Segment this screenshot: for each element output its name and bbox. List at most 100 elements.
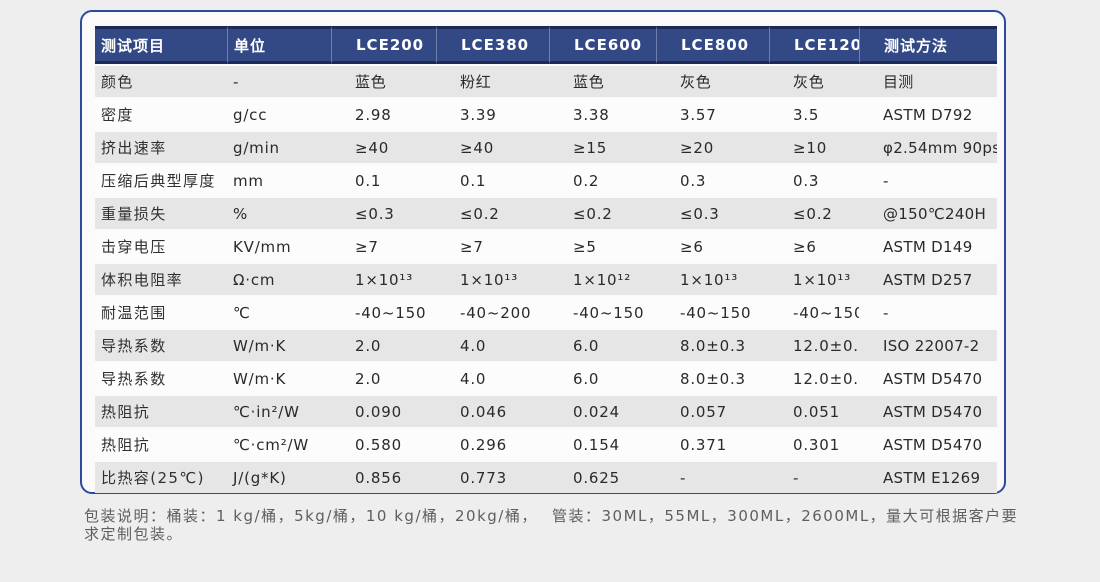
table-cell: 0.051 — [769, 396, 859, 427]
table-row: 耐温范围 ℃ -40~150 -40~200 -40~150 -40~150 -40~150… — [95, 297, 997, 328]
table-cell: ℃·in²/W — [227, 396, 331, 427]
table-cell: 1×10¹³ — [331, 264, 436, 295]
table-cell: 2.98 — [331, 99, 436, 130]
table-cell: ASTM D257 — [859, 264, 997, 295]
table-cell: 比热容(25℃) — [95, 462, 227, 493]
table-cell: 1×10¹³ — [436, 264, 549, 295]
table-cell: 6.0 — [549, 330, 656, 361]
table-cell: ASTM E1269 — [859, 462, 997, 493]
column-header: LCE800 — [656, 26, 769, 64]
table-cell: - — [859, 165, 997, 196]
table-cell: ≥6 — [769, 231, 859, 262]
table-cell: 4.0 — [436, 330, 549, 361]
table-cell: 2.0 — [331, 363, 436, 394]
table-cell: -40~150 — [549, 297, 656, 328]
table-cell: 4.0 — [436, 363, 549, 394]
table-cell: - — [227, 66, 331, 97]
table-row: 压缩后典型厚度 mm 0.1 0.1 0.2 0.3 0.3- — [95, 165, 997, 196]
column-header: LCE600 — [549, 26, 656, 64]
table-cell: W/m·K — [227, 330, 331, 361]
table-cell: 导热系数 — [95, 330, 227, 361]
table-cell: 导热系数 — [95, 363, 227, 394]
table-cell: 1×10¹³ — [656, 264, 769, 295]
table-cell: 1×10¹³ — [769, 264, 859, 295]
table-cell: ≤0.3 — [331, 198, 436, 229]
table-cell: 0.090 — [331, 396, 436, 427]
table-cell: 12.0±0.5 — [769, 330, 859, 361]
table-cell: - — [859, 297, 997, 328]
column-header: LCE1200 — [769, 26, 859, 64]
table-cell: ≥5 — [549, 231, 656, 262]
table-cell: 0.057 — [656, 396, 769, 427]
table-cell: 热阻抗 — [95, 429, 227, 460]
table-cell: ASTM D792 — [859, 99, 997, 130]
table-cell: ℃ — [227, 297, 331, 328]
table-cell: 0.773 — [436, 462, 549, 493]
table-cell: 目测 — [859, 66, 997, 97]
table-cell: ASTM D149 — [859, 231, 997, 262]
table-cell: -40~200 — [436, 297, 549, 328]
table-cell: 0.625 — [549, 462, 656, 493]
table-cell: 0.154 — [549, 429, 656, 460]
table-cell: 3.57 — [656, 99, 769, 130]
table-cell: 0.3 — [656, 165, 769, 196]
table-cell: 8.0±0.3 — [656, 363, 769, 394]
table-cell: 体积电阻率 — [95, 264, 227, 295]
column-header: 单位 — [227, 26, 331, 64]
table-cell: ≥6 — [656, 231, 769, 262]
column-header: LCE380 — [436, 26, 549, 64]
table-cell: 0.371 — [656, 429, 769, 460]
table-row: 密度 g/cc 2.98 3.39 3.38 3.57 3.5 ASTM D792 — [95, 99, 997, 130]
table-row: 击穿电压 KV/mm ≥7 ≥7 ≥5 ≥6 ≥6 ASTM D149 — [95, 231, 997, 262]
table-cell: W/m·K — [227, 363, 331, 394]
table-cell: 0.3 — [769, 165, 859, 196]
table-cell: 粉红 — [436, 66, 549, 97]
table-cell: 0.1 — [436, 165, 549, 196]
table-cell: 3.38 — [549, 99, 656, 130]
table-cell: ≥15 — [549, 132, 656, 163]
table-row: 挤出速率 g/min ≥40 ≥40 ≥15 ≥20 ≥10 φ2.54mm 90psi — [95, 132, 997, 163]
table-cell: 1×10¹² — [549, 264, 656, 295]
table-cell: 密度 — [95, 99, 227, 130]
table-cell: ℃·cm²/W — [227, 429, 331, 460]
table-row: 热阻抗 ℃·in²/W 0.090 0.046 0.024 0.057 0.051 ASTM … — [95, 396, 997, 427]
table-cell: ≤0.2 — [436, 198, 549, 229]
table-cell: 0.301 — [769, 429, 859, 460]
table-cell: - — [656, 462, 769, 493]
packaging-note-barrel-line2: 求定制包装。 — [84, 525, 184, 543]
table-cell: ASTM D5470 — [859, 429, 997, 460]
table-cell: 6.0 — [549, 363, 656, 394]
table-cell: 击穿电压 — [95, 231, 227, 262]
table-cell: KV/mm — [227, 231, 331, 262]
table-cell: 8.0±0.3 — [656, 330, 769, 361]
table-cell: 0.296 — [436, 429, 549, 460]
table-cell: ≥20 — [656, 132, 769, 163]
table-row: 体积电阻率 Ω·cm 1×10¹³ 1×10¹³ 1×10¹² 1×10¹³ 1×10¹³ A… — [95, 264, 997, 295]
table-cell: 0.2 — [549, 165, 656, 196]
table-cell: 0.1 — [331, 165, 436, 196]
table-cell: ≥7 — [331, 231, 436, 262]
table-cell: 灰色 — [769, 66, 859, 97]
column-header: 测试方法 — [859, 26, 997, 64]
table-cell: ≥40 — [331, 132, 436, 163]
table-row: 比热容(25℃) J/(g*K) 0.856 0.773 0.625- - ASTM E12… — [95, 462, 997, 493]
table-cell: ≤0.2 — [549, 198, 656, 229]
table-cell: @150℃240H — [859, 198, 997, 229]
packaging-note-tube: 管装：30ML，55ML，300ML，2600ML，量大可根据客户要 — [552, 507, 1019, 525]
table-row: 热阻抗 ℃·cm²/W 0.580 0.296 0.154 0.371 0.301 ASTM … — [95, 429, 997, 460]
table-cell: 0.580 — [331, 429, 436, 460]
table-cell: 挤出速率 — [95, 132, 227, 163]
table-cell: ≥10 — [769, 132, 859, 163]
table-cell: 重量损失 — [95, 198, 227, 229]
table-cell: -40~150 — [656, 297, 769, 328]
table-cell: 灰色 — [656, 66, 769, 97]
table-cell: ASTM D5470 — [859, 396, 997, 427]
table-cell: 颜色 — [95, 66, 227, 97]
packaging-note: 包装说明：桶装：1 kg/桶，5kg/桶，10 kg/桶，20kg/桶， 求定制… — [84, 507, 1034, 543]
table-cell: mm — [227, 165, 331, 196]
table-cell: ISO 22007-2 — [859, 330, 997, 361]
table-cell: ≤0.2 — [769, 198, 859, 229]
table-cell: 3.39 — [436, 99, 549, 130]
